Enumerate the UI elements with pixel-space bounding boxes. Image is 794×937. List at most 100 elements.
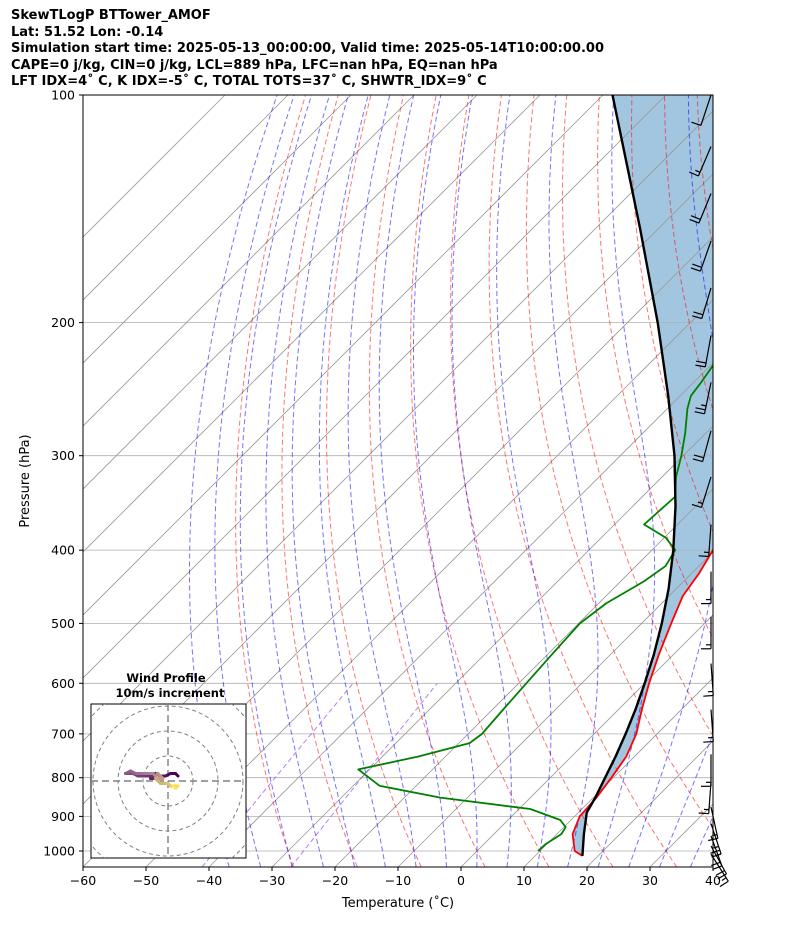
x-tick-label: 10 bbox=[516, 873, 532, 888]
wind-barb-flag bbox=[689, 218, 700, 224]
isotherm-line bbox=[145, 299, 713, 867]
wind-barb-half-flag bbox=[721, 877, 727, 882]
isotherm-line bbox=[83, 95, 226, 238]
x-tick-label: −50 bbox=[133, 873, 159, 888]
wind-barb bbox=[689, 193, 712, 224]
wind-barb bbox=[690, 240, 712, 272]
wind-barb-flag bbox=[691, 121, 702, 126]
moist-adiabat bbox=[597, 95, 656, 867]
isotherm-line bbox=[83, 95, 415, 427]
isotherm-line bbox=[83, 95, 352, 364]
indices-line: LFT IDX=4˚ C, K IDX=-5˚ C, TOTAL TOTS=37… bbox=[11, 74, 487, 89]
wind-barb bbox=[688, 146, 712, 177]
dry-adiabat bbox=[562, 95, 713, 737]
wind-barb-shaft bbox=[710, 853, 729, 882]
location-line: Lat: 51.52 Lon: -0.14 bbox=[11, 24, 164, 40]
x-tick-label: −40 bbox=[196, 873, 222, 888]
isotherm-line bbox=[83, 95, 289, 301]
wind-barb-shaft bbox=[702, 430, 712, 462]
wind-barb bbox=[698, 781, 712, 815]
cape-cin-fill-layer bbox=[572, 95, 713, 856]
moist-adiabat bbox=[189, 95, 278, 867]
wind-barb-flag bbox=[703, 740, 714, 743]
x-tick-label: −30 bbox=[259, 873, 285, 888]
moist-adiabat bbox=[413, 95, 478, 867]
wind-barb-flag bbox=[712, 865, 723, 870]
moist-adiabat bbox=[548, 95, 599, 867]
wind-barb bbox=[710, 835, 723, 870]
x-tick-label: 30 bbox=[642, 873, 658, 888]
wind-barb bbox=[703, 709, 714, 743]
wind-barb-shaft bbox=[697, 146, 712, 177]
moist-adiabat bbox=[347, 95, 417, 867]
hodograph-segment bbox=[171, 784, 177, 790]
moist-adiabat bbox=[753, 95, 794, 867]
moist-adiabat bbox=[659, 732, 713, 867]
y-tick-label: 500 bbox=[51, 616, 75, 631]
wind-barb-flag bbox=[691, 503, 702, 508]
parcel-profile-line bbox=[581, 95, 677, 856]
moist-adiabat bbox=[291, 95, 356, 867]
cape-line: CAPE=0 j/kg, CIN=0 j/kg, LCL=889 hPa, LF… bbox=[11, 57, 498, 73]
wind-barb-flag bbox=[715, 869, 725, 876]
dry-adiabat bbox=[368, 95, 486, 867]
wind-barb-flag bbox=[692, 458, 703, 463]
wind-barb bbox=[701, 616, 712, 650]
x-tick-label: 40 bbox=[705, 873, 721, 888]
wind-barb-shaft bbox=[710, 807, 719, 839]
wind-barb-flag bbox=[690, 267, 701, 272]
wind-barb-flag bbox=[710, 849, 721, 854]
isotherm-line bbox=[397, 551, 713, 867]
y-tick-label: 1000 bbox=[43, 843, 75, 858]
wind-barb-half-flag bbox=[713, 845, 719, 849]
x-tick-label: −10 bbox=[385, 873, 411, 888]
moist-adiabat bbox=[496, 95, 552, 867]
wind-barb bbox=[701, 754, 712, 787]
wind-barb bbox=[710, 853, 729, 888]
wind-barb-flag bbox=[719, 880, 729, 888]
wind-barb-shaft bbox=[700, 476, 712, 508]
wind-barb-half-flag bbox=[697, 501, 703, 505]
wind-barb-shaft bbox=[710, 709, 714, 742]
y-tick-label: 700 bbox=[51, 726, 75, 741]
wind-barb bbox=[691, 94, 712, 126]
moist-adiabat bbox=[721, 95, 794, 867]
x-axis-label: Temperature (˚C) bbox=[341, 895, 454, 911]
wind-barb bbox=[695, 335, 712, 368]
dry-adiabat bbox=[730, 95, 794, 867]
wind-barb bbox=[710, 845, 728, 880]
chart-title-block: SkewTLogP BTTower_AMOF Lat: 51.52 Lon: -… bbox=[11, 8, 604, 91]
y-tick-label: 800 bbox=[51, 770, 75, 785]
wind-barb-shaft bbox=[700, 94, 712, 126]
chart-title: SkewTLogP BTTower_AMOF bbox=[11, 8, 211, 23]
wind-barb-flag bbox=[710, 861, 721, 867]
inset-subtitle: 10m/s increment bbox=[116, 686, 225, 700]
dry-adiabat bbox=[450, 95, 614, 867]
y-tick-label: 400 bbox=[51, 543, 75, 558]
wind-barb-half-flag bbox=[701, 404, 707, 407]
wind-profile-inset: Wind Profile 10m/s increment bbox=[90, 671, 247, 859]
isotherm-line bbox=[83, 95, 478, 490]
wind-barb-flag bbox=[692, 263, 702, 268]
y-tick-label: 200 bbox=[51, 315, 75, 330]
wind-barb-flag bbox=[695, 407, 706, 411]
wind-barb-shaft bbox=[698, 193, 712, 224]
wind-barb-shaft bbox=[710, 845, 728, 875]
wind-barb-flag bbox=[698, 555, 709, 558]
isotherm-line bbox=[271, 425, 713, 867]
dry-adiabat bbox=[235, 95, 307, 867]
wind-barbs-layer bbox=[688, 94, 729, 888]
isotherm-line bbox=[83, 110, 713, 742]
x-tick-label: −60 bbox=[70, 873, 96, 888]
wind-barb bbox=[692, 287, 712, 320]
isotherm-line bbox=[83, 95, 604, 616]
mixing-ratio-line bbox=[290, 682, 438, 867]
moist-adiabat bbox=[628, 95, 713, 867]
wind-barb bbox=[698, 524, 712, 558]
dry-adiabat bbox=[488, 95, 678, 867]
wind-barb-shaft bbox=[708, 781, 712, 814]
isotherm-line bbox=[460, 614, 713, 867]
wind-barb-shaft bbox=[701, 287, 712, 319]
dry-adiabat bbox=[326, 95, 422, 867]
